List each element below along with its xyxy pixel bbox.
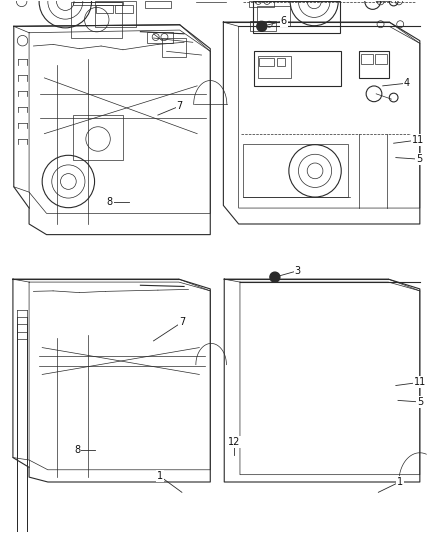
Text: 1: 1	[397, 477, 403, 487]
Bar	[254, 51, 341, 86]
Bar	[96, 5, 113, 13]
Circle shape	[270, 272, 280, 282]
Text: 12: 12	[228, 437, 240, 447]
Text: 7: 7	[177, 101, 183, 111]
Text: 1: 1	[157, 471, 163, 481]
Bar	[359, 51, 389, 78]
Bar	[243, 144, 348, 197]
Bar	[361, 54, 373, 63]
Text: 6: 6	[281, 16, 287, 26]
Bar	[250, 21, 276, 30]
Text: 5: 5	[416, 154, 422, 164]
Bar	[258, 6, 290, 26]
Circle shape	[257, 21, 267, 31]
Bar	[375, 54, 387, 63]
Bar	[71, 2, 122, 38]
Text: 11: 11	[412, 135, 424, 145]
Bar	[162, 38, 186, 56]
Bar	[259, 58, 275, 66]
Bar	[147, 31, 173, 43]
Bar	[73, 115, 123, 160]
Bar	[277, 58, 286, 66]
Bar	[73, 2, 123, 5]
Text: 8: 8	[107, 197, 113, 207]
Bar	[258, 55, 291, 78]
Text: 7: 7	[179, 317, 185, 327]
Text: 5: 5	[417, 397, 423, 407]
Text: 11: 11	[414, 377, 426, 387]
Bar	[115, 5, 133, 13]
Bar	[249, 2, 274, 7]
Text: 3: 3	[294, 266, 300, 276]
Bar	[145, 2, 171, 9]
Bar	[95, 2, 136, 27]
Text: 4: 4	[404, 78, 410, 88]
Bar	[253, 2, 340, 33]
Text: 8: 8	[74, 445, 80, 455]
